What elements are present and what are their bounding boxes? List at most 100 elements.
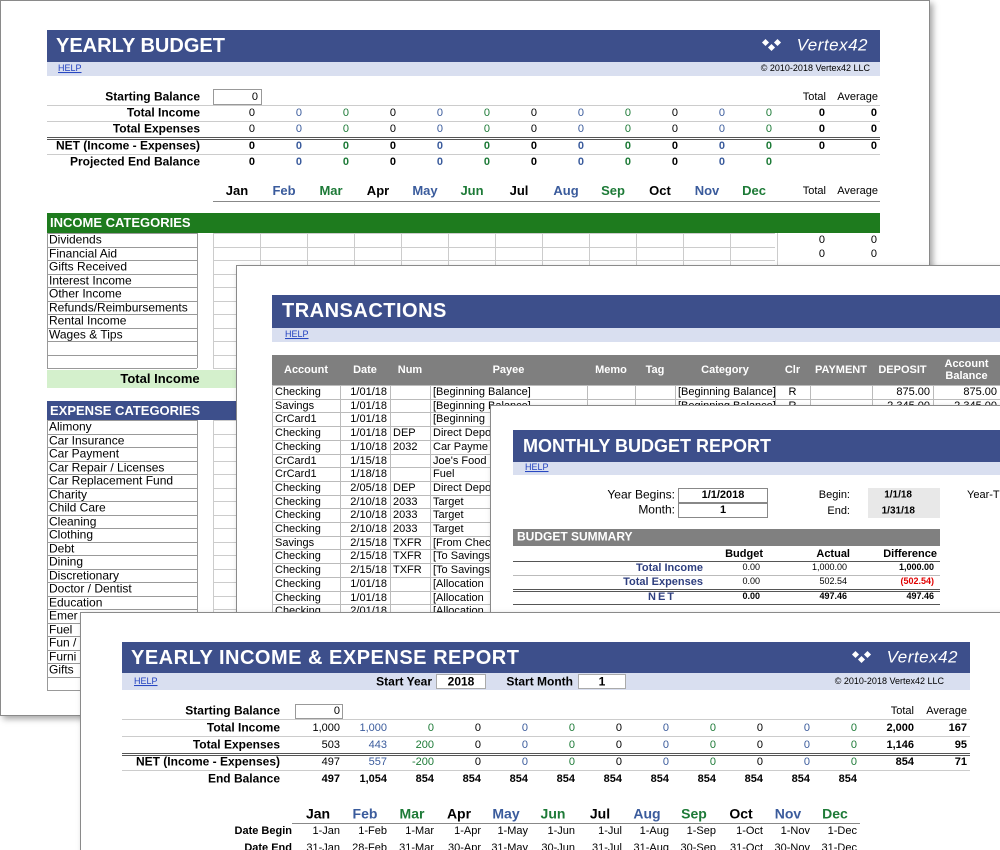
category-name: Discretionary	[49, 567, 120, 582]
value: 0	[818, 139, 825, 152]
rule	[47, 582, 197, 583]
transaction-deposit: 875.00	[896, 385, 930, 398]
value: 0	[436, 106, 443, 119]
rule	[213, 420, 214, 690]
row-label: Total Income	[126, 105, 200, 120]
value: 1,146	[886, 738, 914, 751]
transaction-account: Savings	[275, 536, 315, 549]
rule	[340, 385, 341, 618]
rule	[47, 273, 197, 275]
value: 854	[895, 755, 914, 768]
transaction-payee: [Allocation	[433, 591, 484, 604]
transaction-payee: Joe's Food	[433, 454, 487, 467]
value: 0	[765, 106, 772, 119]
value: 854	[838, 772, 857, 785]
column-header: Clr	[784, 363, 801, 376]
rule	[47, 354, 197, 356]
row-label: Projected End Balance	[69, 154, 200, 169]
date-value: 31-Jul	[592, 841, 622, 850]
rule	[47, 314, 197, 315]
row-label: NET (Income - Expenses)	[55, 138, 200, 153]
column-header: Category	[701, 363, 749, 376]
month-header: Jun	[460, 182, 484, 198]
value: 200	[415, 738, 434, 751]
rule	[197, 420, 198, 690]
value: 0	[483, 155, 490, 168]
value: 497	[321, 772, 340, 785]
value: (502.54)	[900, 576, 934, 587]
sub-band	[272, 328, 1000, 342]
value: 0	[870, 139, 877, 152]
value: 0	[709, 755, 716, 768]
value: 0	[530, 139, 537, 152]
date-value: 1-Aug	[639, 824, 669, 837]
title: MONTHLY BUDGET REPORT	[523, 436, 772, 457]
copyright: © 2010-2018 Vertex42 LLC	[760, 63, 870, 74]
value: 0	[803, 755, 810, 768]
column-header: PAYMENT	[815, 363, 867, 376]
field-label: Begin:	[818, 488, 850, 501]
row-label: Total Expenses	[112, 121, 200, 136]
value: 0	[342, 155, 349, 168]
transaction-num: 2032	[393, 440, 418, 453]
rule	[513, 604, 940, 605]
value: 497	[321, 755, 340, 768]
yearly-report-sheet: YEARLY INCOME & EXPENSE REPORT Vertex42 HE…	[80, 612, 1000, 850]
category-name: Education	[49, 594, 103, 609]
field-label: Year Begins:	[607, 487, 675, 502]
transaction-date: 1/01/18	[350, 385, 387, 398]
logo: Vertex42	[796, 35, 868, 55]
transaction-num: DEP	[393, 481, 416, 494]
help-link[interactable]: HELP	[58, 63, 82, 74]
value: 854	[415, 772, 434, 785]
value: 0	[568, 738, 575, 751]
row-label: Total Income	[206, 720, 280, 735]
help-link[interactable]: HELP	[525, 462, 549, 473]
value: 0	[850, 755, 857, 768]
value: 0	[568, 721, 575, 734]
transaction-num: 2033	[393, 522, 418, 535]
transaction-payee: Fuel	[433, 468, 455, 481]
column-header: Payee	[492, 363, 525, 376]
transaction-payee: Target	[433, 495, 464, 508]
transaction-date: 1/01/18	[350, 413, 387, 426]
column-header: Total	[802, 90, 826, 103]
rule	[430, 385, 431, 618]
value: 0	[389, 122, 396, 135]
input-cell	[436, 674, 486, 689]
month-header: May	[412, 182, 438, 198]
help-link[interactable]: HELP	[134, 676, 158, 687]
total-label: Total Income	[120, 370, 200, 386]
category-name: Financial Aid	[49, 245, 118, 260]
rule	[47, 501, 197, 502]
transaction-account: Checking	[275, 440, 321, 453]
rule	[122, 753, 970, 754]
month-header: Jul	[589, 805, 611, 822]
date-value: 31-Mar	[399, 841, 434, 850]
rule	[47, 541, 197, 543]
value: 1,000	[312, 721, 340, 734]
transaction-num: TXFR	[393, 536, 422, 549]
value: 0.00	[742, 591, 760, 602]
rule	[47, 233, 197, 234]
transaction-account: CrCard1	[275, 454, 317, 467]
month-header: Nov	[694, 182, 720, 198]
value: 0	[521, 755, 528, 768]
category-name: Dining	[49, 554, 84, 569]
row-label: Starting Balance	[185, 703, 280, 718]
date-value: 30-Nov	[774, 841, 810, 850]
value: 0	[342, 122, 349, 135]
row-label: Total Income	[635, 561, 703, 574]
date-value: 28-Feb	[352, 841, 387, 850]
date-value: 30-Jun	[541, 841, 575, 850]
date-value: 31-Aug	[633, 841, 669, 850]
column-header: Difference	[883, 547, 937, 560]
rule	[47, 327, 197, 329]
rule	[47, 474, 197, 475]
rule	[47, 121, 880, 122]
transaction-account: Checking	[275, 591, 321, 604]
category-name: Other Income	[49, 286, 122, 301]
transaction-category: [Beginning Balance]	[678, 385, 776, 398]
help-link[interactable]: HELP	[285, 329, 309, 340]
month-header: Dec	[742, 182, 766, 198]
